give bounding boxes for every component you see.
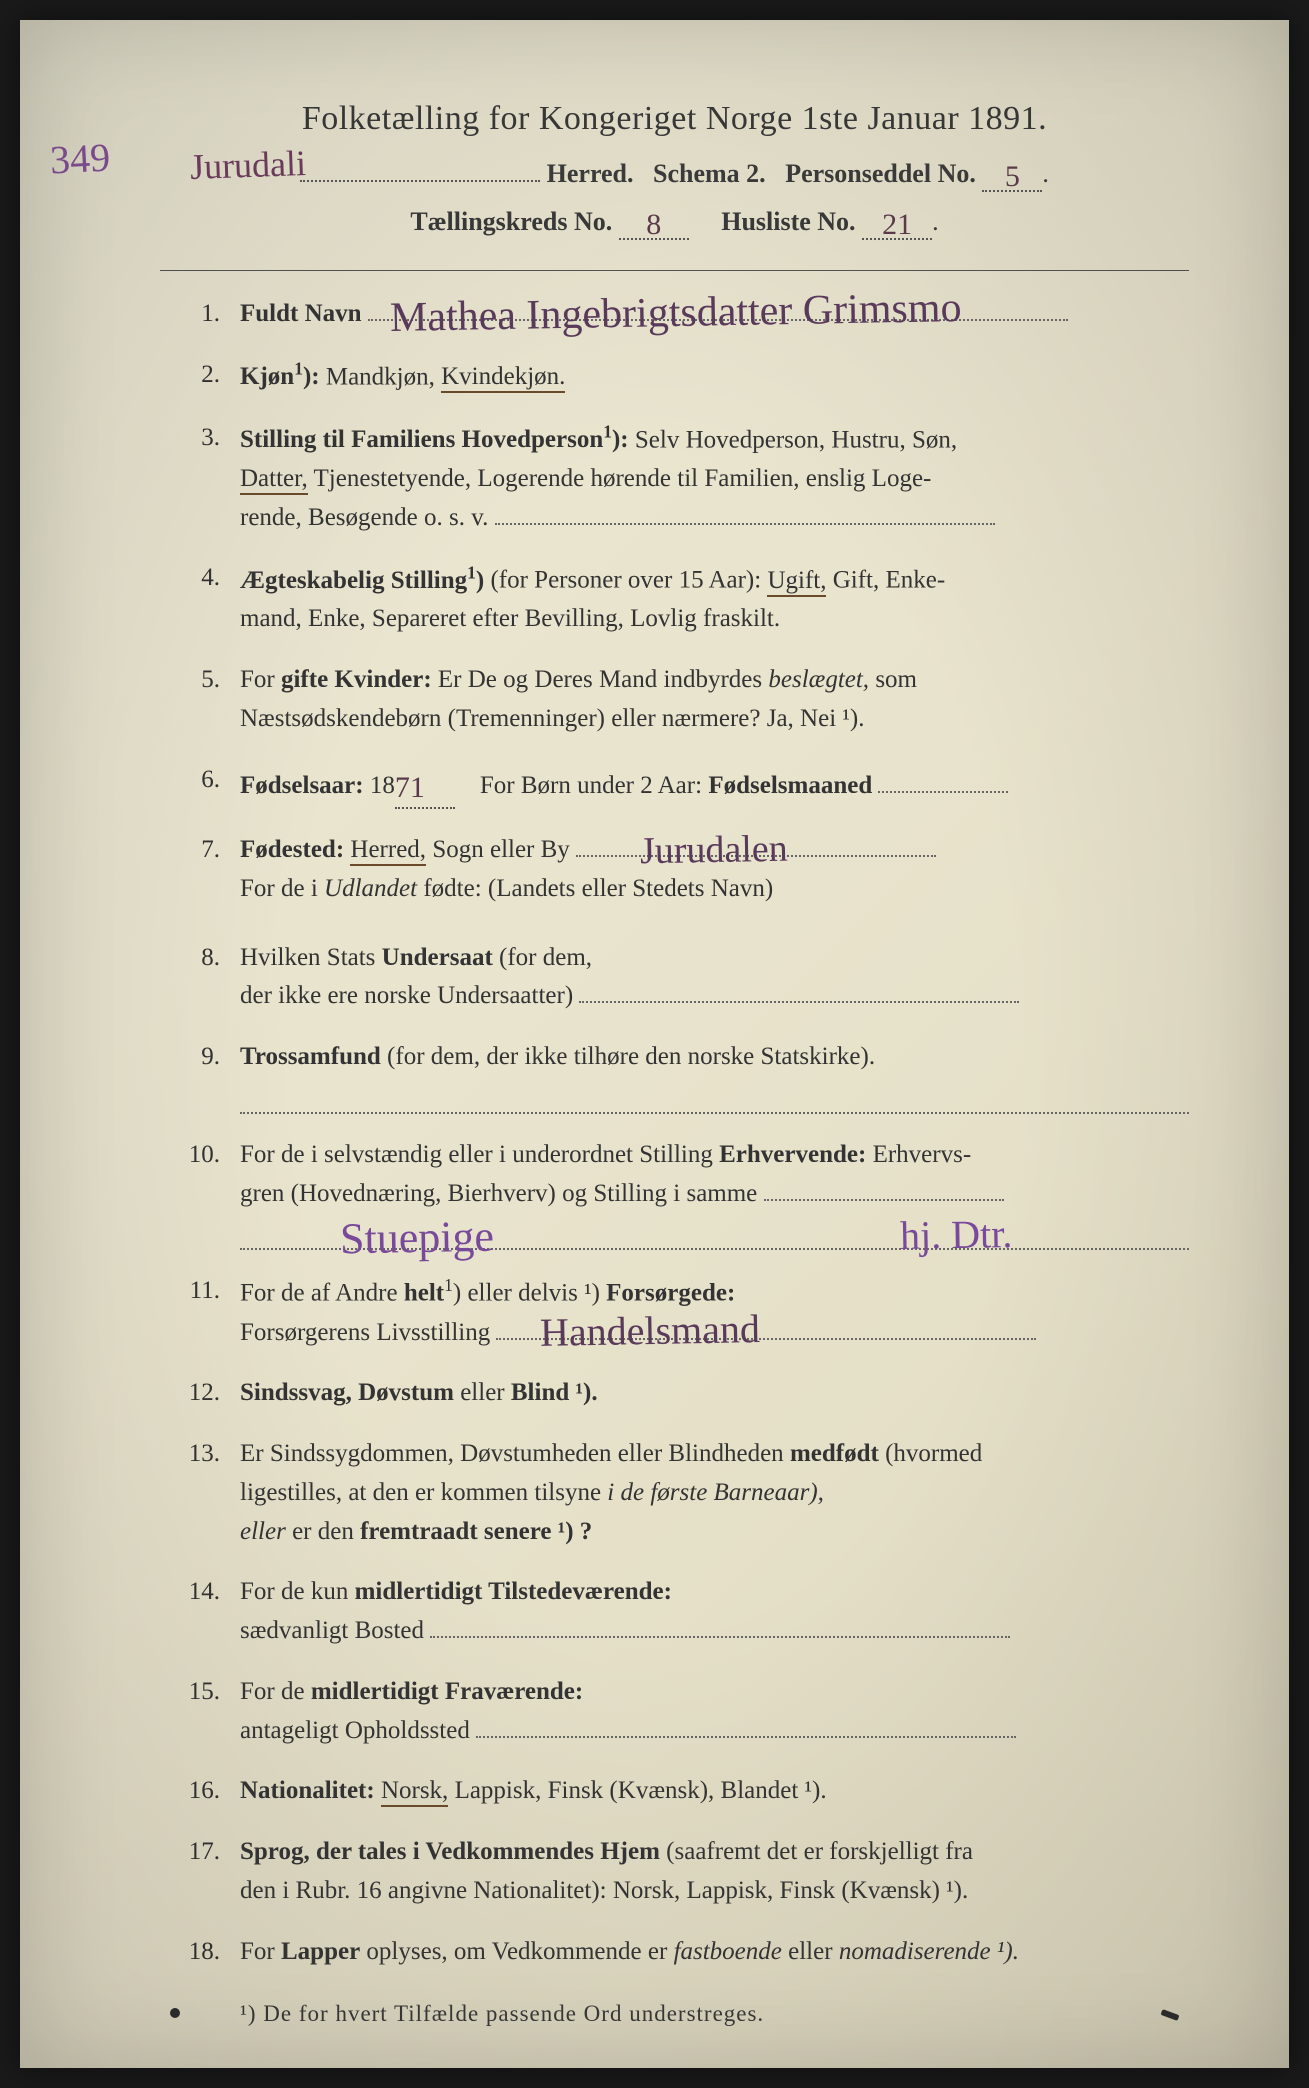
- item-11: 11. For de af Andre helt1) eller delvis …: [180, 1272, 1189, 1352]
- herred-handwritten: Jurudali: [189, 142, 306, 188]
- item-14: 14. For de kun midlertidigt Tilstedevære…: [180, 1573, 1189, 1651]
- personseddel-no: 5: [1005, 160, 1020, 193]
- year-hw: 71: [395, 771, 425, 804]
- underlined-norsk: Norsk,: [381, 1777, 448, 1807]
- item-6: 6. Fødselsaar: 1871 For Børn under 2 Aar…: [180, 761, 1189, 810]
- occupation-note-hw: hj. Dtr.: [899, 1203, 1012, 1267]
- underlined-datter: Datter,: [240, 465, 308, 495]
- form-title: Folketælling for Kongeriget Norge 1ste J…: [160, 100, 1189, 138]
- footnote: ¹) De for hvert Tilfælde passende Ord un…: [160, 2001, 1189, 2027]
- item-9: 9. Trossamfund (for dem, der ikke tilhør…: [180, 1038, 1189, 1114]
- item-1: 1. Fuldt Navn Mathea Ingebrigtsdatter Gr…: [180, 295, 1189, 334]
- provider-hw: Handelsmand: [539, 1299, 760, 1365]
- item-3: 3. Stilling til Familiens Hovedperson1):…: [180, 419, 1189, 538]
- item-5: 5. For gifte Kvinder: Er De og Deres Man…: [180, 661, 1189, 739]
- kreds-no: 8: [646, 208, 661, 241]
- item-16: 16. Nationalitet: Norsk, Lappisk, Finsk …: [180, 1772, 1189, 1811]
- occupation-hw: Stuepige: [339, 1203, 494, 1274]
- birthplace-hw: Jurudalen: [639, 820, 788, 881]
- name-handwritten: Mathea Ingebrigtsdatter Grimsmo: [389, 276, 962, 351]
- underlined-kvindekjon: Kvindekjøn.: [441, 363, 565, 393]
- item-7: 7. Fødested: Herred, Sogn eller By Jurud…: [180, 831, 1189, 909]
- subheader-line2: Tællingskreds No. 8 Husliste No. 21.: [160, 204, 1189, 240]
- underlined-herred: Herred,: [350, 836, 426, 866]
- underlined-ugift: Ugift,: [767, 567, 826, 597]
- item-15: 15. For de midlertidigt Fraværende: anta…: [180, 1673, 1189, 1751]
- item-17: 17. Sprog, der tales i Vedkommendes Hjem…: [180, 1833, 1189, 1911]
- item-12: 12. Sindssvag, Døvstum eller Blind ¹).: [180, 1374, 1189, 1413]
- form-items: 1. Fuldt Navn Mathea Ingebrigtsdatter Gr…: [160, 295, 1189, 1971]
- item-10: 10. For de i selvstændig eller i underor…: [180, 1136, 1189, 1251]
- item-8: 8. Hvilken Stats Undersaat (for dem, der…: [180, 939, 1189, 1017]
- subheader-line1: Jurudali Herred. Schema 2. Personseddel …: [160, 156, 1189, 192]
- husliste-no: 21: [882, 208, 912, 241]
- item-18: 18. For Lapper oplyses, om Vedkommende e…: [180, 1933, 1189, 1972]
- margin-number: 349: [49, 133, 111, 183]
- item-4: 4. Ægteskabelig Stilling1) (for Personer…: [180, 559, 1189, 639]
- ink-dot: [170, 2008, 180, 2018]
- divider: [160, 270, 1189, 271]
- item-13: 13. Er Sindssygdommen, Døvstumheden elle…: [180, 1435, 1189, 1551]
- census-form-page: 349 Folketælling for Kongeriget Norge 1s…: [20, 20, 1289, 2068]
- item-2: 2. Kjøn1): Mandkjøn, Kvindekjøn.: [180, 356, 1189, 397]
